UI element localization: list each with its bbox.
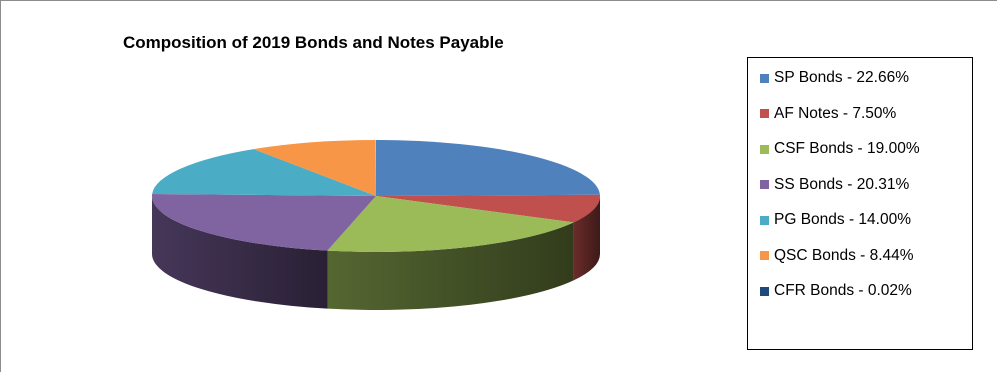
pie-slice [327,196,574,252]
legend-swatch [760,251,769,260]
legend-label: PG Bonds - 14.00% [774,211,911,228]
pie-slice-side [573,196,600,281]
legend-item: CFR Bonds - 0.02% [760,281,912,301]
legend-item: SP Bonds - 22.66% [760,68,909,88]
pie-slice [376,140,600,196]
pie-sides [152,196,600,310]
chart-title: Composition of 2019 Bonds and Notes Paya… [123,33,504,52]
pie-top [151,140,601,252]
legend-label: QSC Bonds - 8.44% [774,246,914,264]
legend: SP Bonds - 22.66% AF Notes - 7.50% CSF Bon… [747,57,973,350]
legend-label: AF Notes - 7.50% [774,104,897,122]
legend-item: AF Notes - 7.50% [760,104,896,124]
legend-label: CSF Bonds - 19.00% [774,140,920,157]
pie-slice [151,194,376,251]
pie-chart [151,140,601,310]
pie-slice [253,140,376,196]
pie-slice [152,149,376,196]
pie-slice [376,194,601,223]
legend-label: CFR Bonds - 0.02% [774,282,912,299]
legend-item: PG Bonds - 14.00% [760,210,911,230]
legend-swatch [760,144,769,154]
legend-swatch [760,215,769,225]
legend-swatch [760,73,769,83]
legend-swatch [760,109,769,118]
legend-item: QSC Bonds - 8.44% [760,246,914,266]
legend-label: SP Bonds - 22.66% [774,69,909,86]
legend-label: SS Bonds - 20.31% [774,175,910,193]
pie-slice-side [327,222,574,310]
legend-item: SS Bonds - 20.31% [760,175,909,195]
legend-swatch [760,180,769,189]
legend-item: CSF Bonds - 19.00% [760,139,920,159]
pie-slice-side [152,196,328,309]
legend-swatch [760,286,769,296]
